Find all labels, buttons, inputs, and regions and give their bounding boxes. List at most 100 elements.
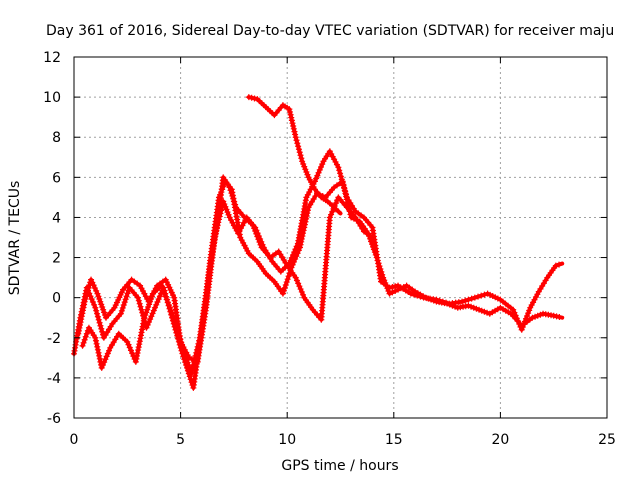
data-point — [120, 302, 127, 309]
data-point — [553, 313, 560, 320]
y-tick-label: 6 — [52, 170, 61, 186]
data-point — [292, 274, 299, 281]
data-point — [478, 292, 485, 299]
data-point — [433, 296, 440, 303]
data-point — [338, 176, 345, 183]
data-point — [439, 298, 446, 305]
data-point — [465, 302, 472, 309]
data-point — [293, 137, 300, 144]
data-point — [91, 285, 98, 292]
data-point — [79, 342, 86, 349]
data-point — [257, 241, 264, 248]
tick-layer: 0 5 10 15 20 25 -6 -4 -2 0 2 4 6 8 10 12 — [43, 50, 616, 448]
data-point — [136, 300, 143, 307]
data-point — [286, 106, 293, 113]
data-point — [96, 355, 103, 362]
data-point — [297, 286, 304, 293]
data-point — [96, 319, 103, 326]
data-point — [294, 140, 301, 147]
data-point — [126, 344, 133, 351]
data-point — [251, 95, 258, 102]
data-point — [316, 166, 323, 173]
data-point — [414, 292, 421, 299]
data-point — [95, 293, 102, 300]
data-point — [475, 293, 482, 300]
data-point — [255, 236, 262, 243]
data-point — [295, 146, 302, 153]
data-point — [286, 108, 293, 115]
data-point — [155, 296, 162, 303]
data-point — [343, 191, 350, 198]
data-point — [129, 350, 136, 357]
data-point — [228, 190, 235, 197]
data-point — [161, 290, 168, 297]
data-point — [184, 359, 191, 366]
data-point — [519, 323, 526, 330]
data-point — [127, 347, 134, 354]
data-point — [303, 168, 310, 175]
data-point — [177, 336, 184, 343]
data-point — [227, 187, 234, 194]
data-point — [189, 364, 196, 371]
data-point — [473, 305, 480, 312]
data-point — [160, 288, 167, 295]
data-point — [468, 295, 475, 302]
y-tick-label: -4 — [47, 371, 61, 387]
data-point — [96, 352, 103, 359]
data-point — [95, 316, 102, 323]
data-point — [84, 290, 91, 297]
data-point — [510, 306, 517, 313]
data-point — [149, 310, 156, 317]
data-point — [222, 203, 229, 210]
data-point — [287, 111, 294, 118]
data-point — [336, 167, 343, 174]
data-point — [144, 321, 151, 328]
plot-frame — [73, 56, 608, 419]
data-point — [85, 284, 92, 291]
data-point — [552, 262, 559, 269]
data-point — [194, 343, 201, 350]
data-point — [153, 301, 160, 308]
data-point — [170, 316, 177, 323]
data-point — [167, 307, 174, 314]
data-point — [88, 276, 95, 283]
data-point — [290, 125, 297, 132]
data-point — [389, 289, 396, 296]
data-point — [518, 326, 525, 333]
data-point — [253, 230, 260, 237]
data-point — [468, 303, 475, 310]
data-point — [188, 370, 195, 377]
y-tick-label: -6 — [47, 411, 61, 427]
data-point — [146, 301, 153, 308]
data-point — [534, 312, 541, 319]
data-point — [102, 356, 109, 363]
data-point — [335, 208, 342, 215]
data-point — [192, 352, 199, 359]
data-point — [315, 169, 322, 176]
data-point — [169, 313, 176, 320]
data-point — [174, 327, 181, 334]
data-point — [94, 346, 101, 353]
data-point — [300, 291, 307, 298]
data-point — [298, 155, 305, 162]
data-point — [182, 353, 189, 360]
series-line — [72, 179, 565, 390]
data-point — [147, 298, 154, 305]
y-tick-label: 0 — [52, 291, 61, 307]
data-point — [172, 322, 179, 329]
data-point — [287, 257, 294, 264]
data-point — [166, 304, 173, 311]
data-point — [465, 296, 472, 303]
data-point — [337, 173, 344, 180]
data-point — [142, 312, 149, 319]
data-point — [292, 246, 299, 253]
data-point — [92, 304, 99, 311]
data-point — [196, 337, 203, 344]
data-point — [165, 301, 172, 308]
data-point — [92, 337, 99, 344]
data-point — [298, 288, 305, 295]
data-point — [296, 283, 303, 290]
data-point — [82, 295, 89, 302]
data-point — [340, 182, 347, 189]
data-point — [300, 160, 307, 167]
